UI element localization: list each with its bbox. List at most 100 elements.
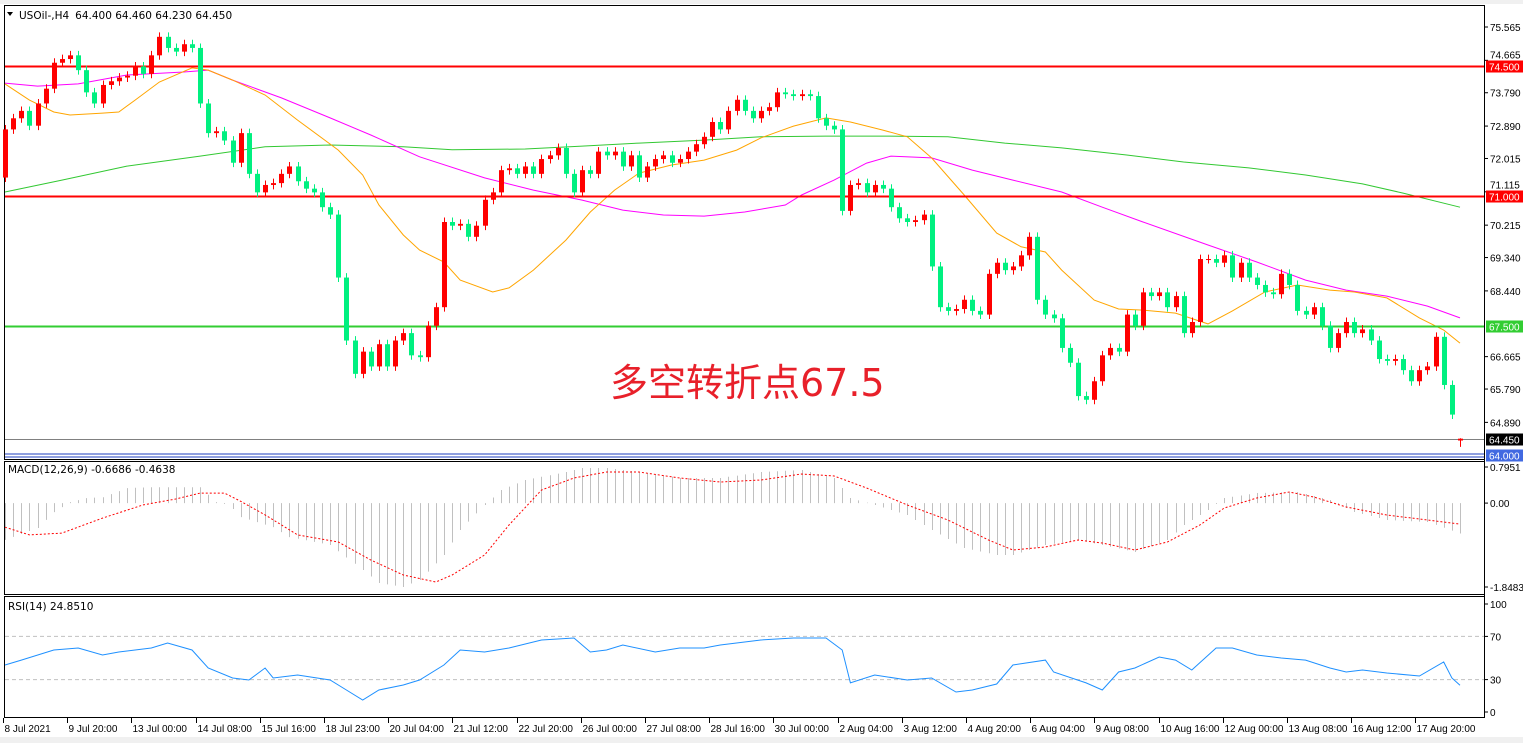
candle-down: [466, 223, 471, 237]
moving-averages: [4, 67, 1461, 344]
candle-down: [304, 181, 309, 189]
candle-down: [783, 92, 788, 95]
candle-down: [751, 110, 756, 119]
candle-up: [775, 92, 780, 108]
window-top-strip: [0, 0, 1523, 4]
time-tick-label: 17 Aug 20:00: [1417, 724, 1476, 735]
candle-down: [369, 351, 374, 367]
candle-up: [36, 103, 41, 126]
price-tick-label: 65.790: [1490, 385, 1521, 396]
time-tick-label: 12 Aug 00:00: [1225, 724, 1284, 735]
candle-down: [1385, 359, 1390, 361]
candle-down: [840, 129, 845, 211]
candle-up: [1425, 366, 1430, 371]
candle-up: [1312, 307, 1317, 315]
candle-up: [767, 107, 772, 111]
macd-panel[interactable]: [4, 461, 1485, 595]
candle-up: [539, 159, 544, 174]
candle-down: [621, 151, 626, 167]
candle-down: [385, 344, 390, 367]
time-tick-label: 2 Aug 04:00: [840, 724, 894, 735]
candle-down: [1263, 284, 1268, 293]
rsi-panel[interactable]: [4, 596, 1485, 718]
candle-up: [1417, 370, 1422, 382]
time-tick-label: 21 Jul 12:00: [454, 724, 509, 735]
candle-down: [1084, 396, 1089, 400]
level-price-box: [1486, 449, 1523, 462]
candle-up: [11, 118, 16, 130]
level-price-label: 64.450: [1489, 436, 1520, 447]
candle-down: [320, 192, 325, 208]
candle-up: [735, 99, 740, 111]
price-tick-label: 71.115: [1490, 181, 1520, 192]
candle-up: [1458, 438, 1463, 441]
candle-up: [1100, 355, 1105, 382]
candle-up: [613, 151, 618, 156]
candle-down: [1320, 307, 1325, 326]
candle-down: [970, 299, 975, 311]
candle-down: [1304, 310, 1309, 315]
candle-down: [881, 184, 886, 189]
candle-up: [491, 192, 496, 200]
candle-down: [718, 122, 723, 130]
time-tick-label: 28 Jul 16:00: [711, 724, 766, 735]
candle-down: [1068, 347, 1073, 363]
candle-down: [572, 173, 577, 193]
candle-up: [52, 62, 57, 89]
candle-down: [978, 310, 983, 315]
candle-down: [832, 125, 837, 130]
candle-up: [848, 184, 853, 211]
time-tick-label: 22 Jul 20:00: [519, 724, 574, 735]
time-tick-label: 6 Aug 04:00: [1032, 724, 1086, 735]
candle-up: [182, 44, 187, 52]
candle-up: [1190, 322, 1195, 334]
macd-axis: 0.7951 0.00 -1.8483: [1484, 463, 1523, 594]
candle-down: [564, 147, 569, 174]
bottom-strip: [0, 737, 1523, 743]
rsi-tick-label: 70: [1490, 632, 1502, 643]
candle-up: [548, 155, 553, 160]
price-panel[interactable]: [4, 5, 1485, 460]
candle-up: [661, 155, 666, 160]
candle-up: [1092, 381, 1097, 400]
candle-down: [1052, 314, 1057, 319]
candle-up: [1011, 266, 1016, 271]
candle-up: [962, 299, 967, 310]
candle-up: [1157, 292, 1162, 297]
dropdown-triangle-icon[interactable]: [7, 12, 13, 16]
candle-up: [1279, 273, 1284, 295]
candle-up: [68, 55, 73, 60]
candle-up: [686, 151, 691, 160]
candle-up: [393, 340, 398, 367]
horizontal-levels[interactable]: [5, 65, 1484, 458]
candle-down: [946, 307, 951, 311]
level-price-label: 64.000: [1489, 452, 1520, 463]
candle-down: [1060, 318, 1065, 348]
time-tick-label: 15 Jul 16:00: [262, 724, 317, 735]
candles: [3, 32, 1463, 447]
candle-up: [873, 184, 878, 193]
rsi-line: [4, 637, 1461, 701]
candle-up: [287, 166, 292, 174]
candle-down: [1369, 329, 1374, 341]
candle-down: [206, 103, 211, 134]
candle-up: [157, 36, 162, 56]
macd-indicator: [4, 468, 1461, 587]
candle-up: [759, 110, 764, 119]
time-axis: 8 Jul 2021 9 Jul 20:00 13 Jul 00:00 14 Jul …: [3, 718, 1476, 735]
candle-down: [336, 214, 341, 278]
candle-down: [808, 94, 813, 97]
macd-tick-label: 0.00: [1490, 499, 1510, 510]
candle-up: [239, 133, 244, 163]
candle-down: [166, 36, 171, 48]
candle-down: [531, 166, 536, 174]
candle-up: [1174, 296, 1179, 308]
time-tick-label: 30 Jul 00:00: [775, 724, 830, 735]
candle-up: [995, 262, 1000, 274]
candle-down: [255, 173, 260, 193]
candle-down: [1076, 362, 1081, 397]
candle-down: [190, 44, 195, 48]
time-tick-label: 27 Jul 08:00: [647, 724, 702, 735]
candle-down: [247, 133, 252, 174]
